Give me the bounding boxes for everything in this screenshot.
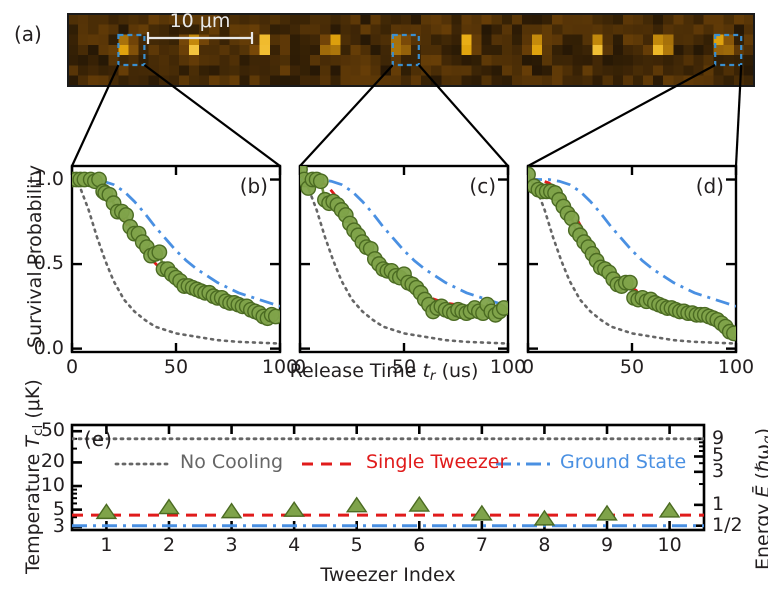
ytick-0.0: 0.0 (33, 336, 64, 359)
temperature-marker (408, 495, 431, 512)
data-point (726, 325, 736, 342)
e-ytick-10: 10 (40, 474, 65, 497)
panel-d (526, 164, 738, 354)
xlabel-tweezer-index: Tweezer Index (320, 564, 456, 586)
ylabel-temperature: Temperature Tcl (μK) (22, 379, 46, 574)
e-xtick-1: 1 (100, 534, 113, 556)
e-xtick-8: 8 (538, 534, 551, 556)
xtick-p2-100: 100 (717, 356, 755, 378)
xtick-p2-50: 50 (619, 356, 645, 378)
legend-label-no-cooling: No Cooling (180, 451, 284, 473)
data-point (622, 274, 638, 291)
data-point (312, 173, 329, 190)
e-ytick-3: 3 (52, 515, 65, 538)
e-xtick-7: 7 (475, 534, 488, 556)
ytick-0.5: 0.5 (33, 252, 64, 275)
xtick-p2-0: 0 (521, 356, 535, 378)
temperature-marker (533, 509, 556, 526)
e-ytick-right-5: 5 (712, 444, 725, 467)
data-point (528, 166, 536, 183)
ylabel-survival-probability: Survival Probability (24, 164, 46, 348)
data-point (495, 300, 508, 316)
e-ytick-right-9: 9 (712, 426, 725, 449)
temperature-marker (95, 503, 118, 520)
panel-b-label: (b) (239, 174, 268, 198)
e-xtick-2: 2 (162, 534, 176, 556)
panel-d-label: (d) (695, 174, 724, 198)
scalebar-label: 10 μm (169, 10, 231, 32)
curve-no-cooling (528, 178, 736, 345)
e-xtick-10: 10 (657, 534, 682, 556)
roi-box-tweezer-1 (117, 33, 146, 67)
xtick-p0-100: 100 (261, 356, 299, 378)
data-point (151, 244, 168, 261)
temperature-marker (471, 504, 493, 521)
panel-e-label: (e) (84, 427, 112, 451)
ytick-1.0: 1.0 (33, 167, 64, 190)
temperature-marker (345, 496, 368, 513)
e-xtick-5: 5 (350, 534, 363, 556)
panel-b (70, 164, 282, 354)
temperature-marker (283, 501, 305, 517)
e-ytick-5: 5 (52, 497, 65, 520)
e-ytick-right-3: 3 (712, 459, 725, 482)
xlabel-release-time: Release Time tr (us) (289, 360, 479, 384)
temperature-marker (596, 504, 618, 521)
panel-e (70, 423, 706, 532)
e-ytick-20: 20 (40, 450, 65, 473)
panel-c (298, 164, 510, 354)
roi-box-tweezer-10 (714, 33, 743, 67)
e-ytick-right-1/2: 1/2 (712, 513, 743, 536)
xtick-p1-0: 0 (293, 356, 307, 378)
legend-label-ground-state: Ground State (560, 451, 687, 473)
panel-a-image (67, 13, 755, 87)
panel-c-label: (c) (469, 174, 496, 198)
temperature-marker (658, 501, 681, 518)
e-ytick-right-1: 1 (712, 492, 725, 515)
e-ytick-50: 50 (40, 419, 65, 442)
e-xtick-3: 3 (225, 534, 238, 556)
xtick-p0-0: 0 (65, 356, 79, 378)
xtick-p1-50: 50 (391, 356, 417, 378)
curve-no-cooling (72, 178, 280, 345)
xtick-p1-100: 100 (489, 356, 527, 378)
temperature-marker (220, 502, 243, 519)
ylabel-energy: Energy Ē (ℏωg) (752, 428, 768, 570)
curve-ground-state (300, 178, 508, 308)
temperature-marker (158, 498, 180, 515)
curve-ground-state (528, 178, 736, 308)
e-xtick-4: 4 (288, 534, 301, 556)
e-xtick-6: 6 (413, 534, 426, 556)
leader-lines (71, 64, 743, 167)
xtick-p0-50: 50 (163, 356, 189, 378)
scalebar (146, 32, 254, 44)
e-xtick-9: 9 (600, 534, 614, 556)
data-point (267, 308, 280, 325)
legend-label-single-tweezer: Single Tweezer (366, 451, 508, 473)
curve-ground-state (72, 178, 280, 308)
panel-a-label: (a) (14, 22, 42, 46)
roi-box-tweezer-5 (391, 33, 420, 67)
curve-no-cooling (300, 178, 508, 345)
